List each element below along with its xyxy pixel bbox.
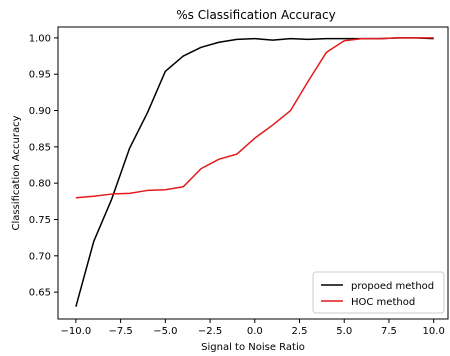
y-tick-label: 0.90 [29,106,51,117]
x-tick-label: 2.5 [292,326,308,337]
legend-label-proposed: propoed method [351,281,434,292]
legend: propoed method HOC method [312,271,445,314]
y-axis-title: Classification Accuracy [11,115,22,230]
y-tick-label: 0.75 [29,215,51,226]
x-tick-label: −5.0 [153,326,177,337]
y-tick-label: 1.00 [29,33,51,44]
y-tick-label: 0.80 [29,179,51,190]
x-tick-label: 10.0 [423,326,445,337]
y-axis: 0.65 0.70 0.75 0.80 0.85 0.90 0.95 1.00 [29,33,58,299]
x-tick-label: −7.5 [108,326,132,337]
y-tick-label: 0.95 [29,70,51,81]
series-layer [75,37,434,307]
x-tick-label: 7.5 [381,326,397,337]
x-tick-label: −2.5 [198,326,222,337]
x-tick-label: −10.0 [61,326,92,337]
legend-label-hoc: HOC method [351,297,415,308]
chart-title: %s Classification Accuracy [176,8,335,22]
x-axis: −10.0 −7.5 −5.0 −2.5 0.0 2.5 5.0 7.5 10.0 [61,319,445,337]
x-tick-label: 5.0 [336,326,352,337]
y-tick-label: 0.70 [29,251,51,262]
plot-area [57,26,449,320]
y-tick-label: 0.85 [29,142,51,153]
legend-box [312,271,445,314]
x-axis-title: Signal to Noise Ratio [201,342,305,353]
series-line-hoc [75,37,434,199]
y-tick-label: 0.65 [29,288,51,299]
x-tick-label: 0.0 [247,326,263,337]
